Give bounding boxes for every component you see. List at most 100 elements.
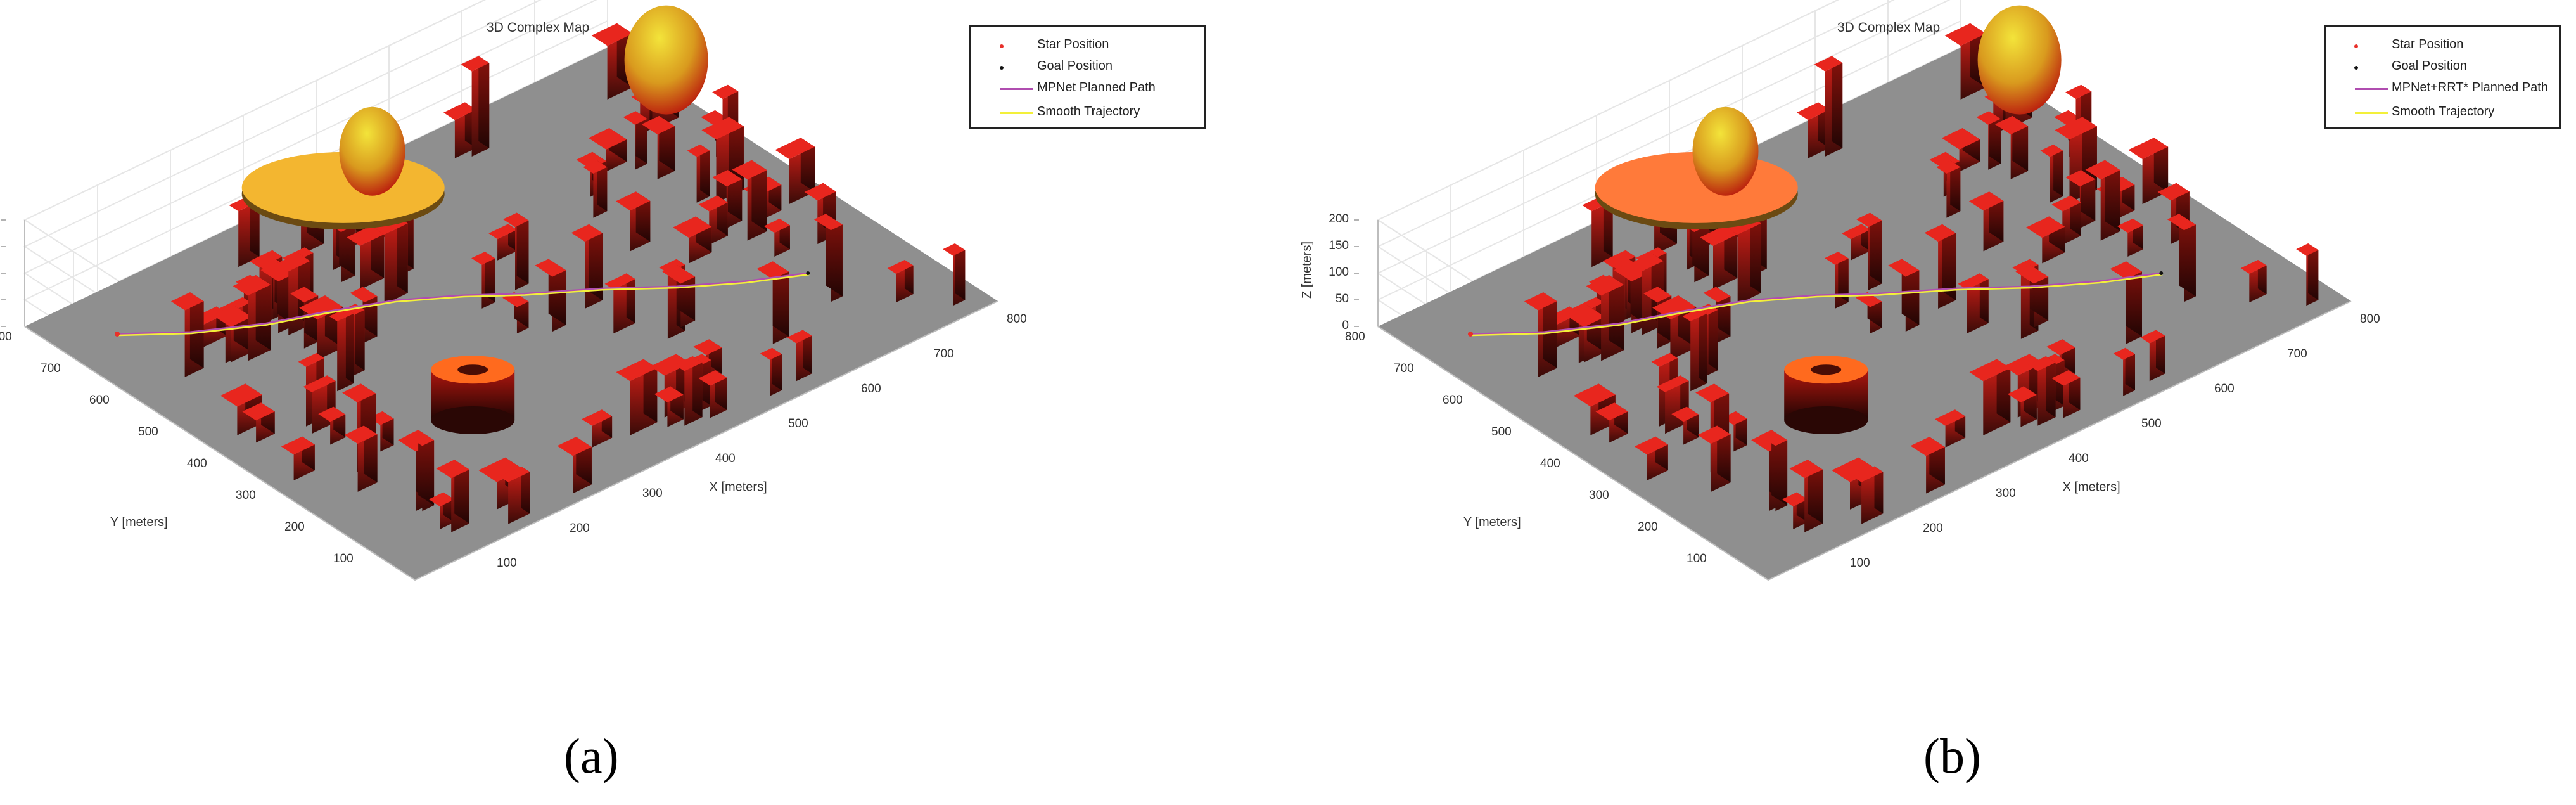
building-side-face (255, 275, 271, 351)
building-roof (1825, 252, 1849, 265)
building-roof (662, 264, 696, 284)
building-roof (260, 262, 295, 281)
building-roof (2012, 259, 2039, 273)
building-side-face (355, 304, 365, 371)
building-side-face (485, 252, 495, 302)
building-roof (436, 460, 469, 479)
building-roof (499, 466, 530, 482)
legend-label: Goal Position (2392, 59, 2467, 73)
cylinder-base (431, 406, 515, 434)
building-side-face (1699, 308, 1707, 383)
building-roof (1782, 492, 1808, 506)
building-side-face (772, 261, 789, 337)
building-roof (2065, 170, 2096, 187)
building-roof (1634, 436, 1668, 455)
building-side-face (1543, 292, 1557, 368)
building-roof (233, 275, 271, 296)
legend: Star Position Goal Position MPNet Planne… (969, 25, 1206, 129)
building-roof (804, 183, 836, 201)
sphere-obstacle (1977, 5, 2062, 115)
goal-marker-icon (1000, 66, 1004, 70)
building-roof (2117, 218, 2143, 233)
x-tick-label: 300 (1996, 487, 2016, 500)
building-roof (2110, 261, 2142, 280)
x-tick-label: 800 (2360, 312, 2380, 326)
building-roof (1944, 23, 1986, 46)
building-side-face (418, 430, 435, 506)
goal-marker (2159, 271, 2164, 275)
building-roof (1595, 402, 1628, 421)
building-roof (2007, 386, 2037, 402)
building-roof (616, 359, 658, 382)
legend-item-trajectory: Smooth Trajectory (2326, 103, 2559, 122)
building-roof (763, 218, 790, 233)
building-roof (1697, 425, 1731, 444)
building-roof (428, 492, 455, 506)
building-roof (693, 339, 722, 356)
building-roof (2157, 183, 2190, 201)
plot-title: 3D Complex Map (487, 20, 590, 35)
y-tick-label: 100 (333, 552, 354, 565)
legend-label: Star Position (2392, 37, 2464, 51)
plot-title: 3D Complex Map (1837, 20, 1941, 35)
building-side-face (2308, 243, 2319, 300)
building-roof (298, 352, 324, 367)
building-roof (1671, 406, 1699, 422)
building-roof (1856, 212, 1882, 228)
building-roof (406, 430, 435, 446)
x-tick-label: 400 (2069, 452, 2089, 465)
building-roof (1852, 466, 1884, 482)
building-side-face (692, 356, 703, 418)
x-tick-label: 600 (2214, 382, 2235, 396)
building-roof (775, 138, 815, 159)
building-roof (604, 273, 635, 290)
building-side-face (1950, 160, 1961, 212)
building-roof (1695, 383, 1730, 402)
legend-item-trajectory: Smooth Trajectory (971, 103, 1204, 122)
building-side-face (516, 212, 529, 284)
sphere-obstacle (339, 106, 405, 196)
y-tick-label: 100 (1687, 552, 1707, 565)
building-roof (303, 375, 336, 392)
map-3d-plot: 100 200 300 400 500 600 700 800 100 200 300 400 500 6… (0, 0, 1027, 581)
building-roof (2046, 339, 2075, 356)
x-tick-label: 400 (715, 452, 736, 465)
building-roof (712, 170, 743, 187)
subfigure-a: 100 200 300 400 500 600 700 800 100 200 300 400 500 6… (0, 0, 1286, 805)
x-axis-label: X [meters] (710, 480, 767, 494)
building-roof (1656, 375, 1689, 392)
z-axis-label: Z [meters] (1300, 242, 1314, 299)
building-roof (503, 212, 529, 228)
building-roof (1682, 308, 1707, 322)
building-roof (760, 347, 782, 360)
x-tick-label: 700 (934, 347, 954, 361)
building-side-face (2105, 160, 2120, 231)
subfigure-b: 100 200 300 400 500 600 700 800 100 200 300 400 500 6… (1290, 0, 2576, 805)
start-marker (115, 331, 120, 337)
building-side-face (2053, 144, 2063, 196)
building-side-face (1771, 430, 1788, 506)
building-roof (1586, 275, 1624, 296)
planned-path (117, 272, 808, 335)
building-side-face (2125, 347, 2135, 390)
building-roof (1651, 352, 1678, 367)
goal-marker-icon (2354, 66, 2358, 70)
x-tick-label: 600 (861, 382, 881, 396)
building-side-face (345, 308, 354, 383)
building-roof (2128, 138, 2169, 159)
sphere-obstacle (624, 5, 708, 115)
building-roof (443, 102, 476, 120)
building-side-face (364, 425, 378, 483)
legend-item-goal: Goal Position (971, 58, 1204, 77)
x-tick-label: 800 (1007, 312, 1027, 326)
path-line-icon (2355, 88, 2388, 90)
building-side-face (772, 347, 782, 390)
building-roof (588, 128, 627, 150)
building-roof (698, 195, 728, 212)
building-roof (1703, 287, 1731, 302)
y-tick-label: 800 (1345, 330, 1365, 344)
sphere-obstacle (1692, 106, 1759, 196)
building-roof (347, 226, 385, 246)
start-marker (1468, 331, 1473, 337)
building-roof (943, 243, 966, 256)
